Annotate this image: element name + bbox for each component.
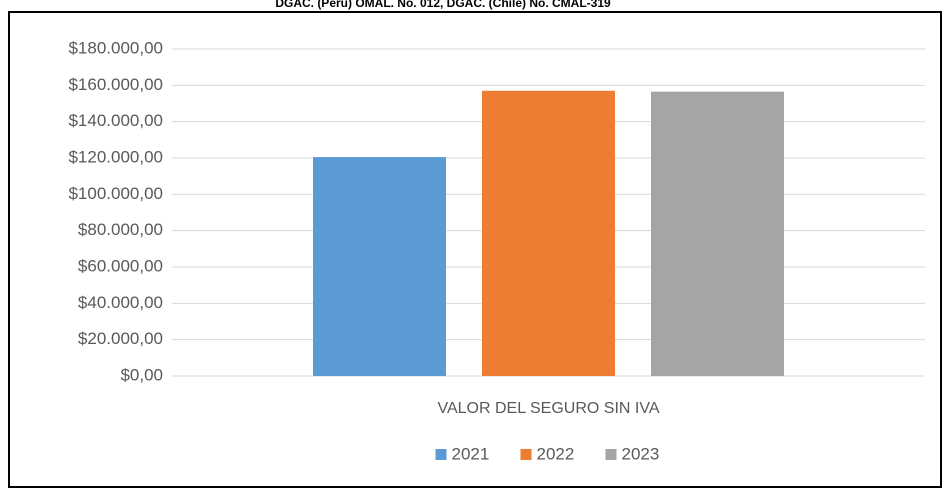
x-tick-label: VALOR DEL SEGURO SIN IVA xyxy=(438,400,660,417)
bar xyxy=(651,91,784,377)
y-tick-label: $60.000,00 xyxy=(78,256,163,275)
legend-swatch xyxy=(435,449,447,460)
y-tick-label: $120.000,00 xyxy=(68,147,163,166)
chart-title: DGAC. (Peru) OMAL. No. 012, DGAC. (Chile… xyxy=(275,0,611,10)
bar xyxy=(482,90,615,377)
y-tick-label: $180.000,00 xyxy=(68,38,163,57)
y-tick-label: $160.000,00 xyxy=(68,75,163,94)
legend-label: 2022 xyxy=(537,444,575,463)
y-tick-label: $140.000,00 xyxy=(68,111,163,130)
y-tick-label: $80.000,00 xyxy=(78,220,163,239)
y-tick-label: $100.000,00 xyxy=(68,184,163,203)
bar xyxy=(313,157,446,376)
legend-swatch xyxy=(605,449,617,460)
y-tick-label: $0,00 xyxy=(120,365,163,384)
legend-swatch xyxy=(520,449,532,460)
y-tick-label: $20.000,00 xyxy=(78,329,163,348)
y-tick-label: $40.000,00 xyxy=(78,293,163,312)
legend-label: 2021 xyxy=(452,444,490,463)
chart-border xyxy=(8,11,942,488)
legend-label: 2023 xyxy=(622,444,660,463)
